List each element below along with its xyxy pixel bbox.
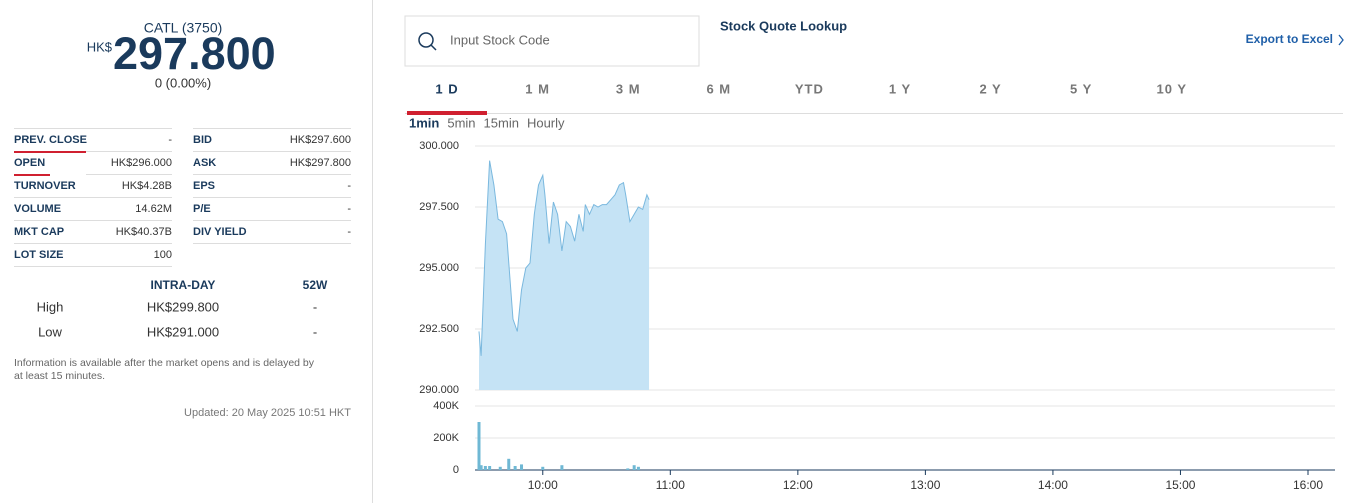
period-tab[interactable]: YTD [795,81,824,96]
change: 0 (0.00%) [155,75,211,90]
search-icon [430,44,437,51]
underline [14,174,50,176]
y-tick-label: 200K [433,432,459,444]
stat-value: HK$4.28B [122,180,172,192]
range-value: HK$291.000 [147,324,219,339]
volume-bar [507,458,511,470]
stat-label: VOLUME [14,203,61,215]
volume-bar [513,466,517,470]
volume-bar [626,468,630,470]
stat-label: PREV. CLOSE [14,134,87,146]
y-tick-label: 295.000 [419,262,459,274]
stat-label: OPEN [14,157,45,169]
stat-label: BID [193,134,212,146]
volume-bar [479,465,483,470]
stat-label: EPS [193,180,215,192]
range-label: Low [38,324,62,339]
volume-bar [498,466,502,470]
stat-value: - [347,203,351,215]
search-placeholder[interactable]: Input Stock Code [450,32,550,47]
y-tick-label: 290.000 [419,384,459,396]
price-line [478,160,650,356]
x-tick-label: 10:00 [528,478,558,492]
export-link[interactable]: Export to Excel [1246,32,1333,46]
period-tab[interactable]: 3 M [616,81,641,96]
underline [14,151,86,153]
stat-value: - [347,226,351,238]
range-header: 52W [303,278,328,292]
volume-bar [488,466,492,470]
volume-bar [632,465,636,470]
search-box[interactable] [404,15,700,67]
note: at least 15 minutes. [14,370,105,382]
volume-bar [483,466,487,470]
period-tab[interactable]: 1 Y [889,81,911,96]
stat-label: ASK [193,157,216,169]
volume-bar [477,422,481,470]
volume-bar [636,466,640,470]
y-tick-label: 297.500 [419,201,459,213]
stat-value: HK$297.600 [290,134,351,146]
interval-tab[interactable]: 15min [484,115,519,130]
interval-tab[interactable]: 5min [447,115,475,130]
stat-value: - [347,180,351,192]
y-tick-label: 292.500 [419,323,459,335]
price: 297.800 [113,28,276,79]
x-tick-label: 15:00 [1165,478,1195,492]
interval-tab[interactable]: 1min [409,115,439,130]
range-header: INTRA-DAY [151,278,216,292]
stat-value: HK$296.000 [111,157,172,169]
period-tab[interactable]: 5 Y [1070,81,1092,96]
stat-value: - [168,134,172,146]
chevron [1338,34,1344,46]
period-tab[interactable]: 10 Y [1157,81,1188,96]
period-tab[interactable]: 1 D [435,81,458,96]
period-tab[interactable]: 1 M [525,81,550,96]
interval-tab[interactable]: Hourly [527,115,565,130]
area-fill [479,160,650,390]
active-tab-underline [407,111,487,115]
lookup-title: Stock Quote Lookup [720,18,847,33]
currency: HK$ [87,39,113,54]
stat-value: 14.62M [135,203,172,215]
range-value: - [313,324,317,339]
stat-value: HK$297.800 [290,157,351,169]
stat-value: HK$40.37B [116,226,172,238]
stat-label: TURNOVER [14,180,76,192]
updated: Updated: 20 May 2025 10:51 HKT [184,407,351,419]
x-tick-label: 11:00 [656,478,685,492]
period-tab[interactable]: 2 Y [979,81,1001,96]
x-tick-label: 14:00 [1038,478,1068,492]
range-label: High [37,299,64,314]
x-tick-label: 13:00 [910,478,940,492]
stat-label: P/E [193,203,211,215]
range-value: - [313,299,317,314]
note: Information is available after the marke… [14,357,315,369]
period-tab[interactable]: 6 M [706,81,731,96]
x-tick-label: 16:00 [1293,478,1323,492]
y-tick-label: 300.000 [419,140,459,152]
stat-label: MKT CAP [14,226,64,238]
volume-bar [541,466,545,470]
stat-value: 100 [154,249,172,261]
search-icon [418,32,434,48]
volume-bar [520,464,524,470]
y-tick-label: 0 [453,464,459,476]
stock-name: CATL (3750) [144,20,223,36]
x-tick-label: 12:00 [783,478,813,492]
volume-bar [560,465,564,470]
range-value: HK$299.800 [147,299,219,314]
y-tick-label: 400K [433,400,459,412]
stat-label: LOT SIZE [14,249,64,261]
stat-label: DIV YIELD [193,226,247,238]
